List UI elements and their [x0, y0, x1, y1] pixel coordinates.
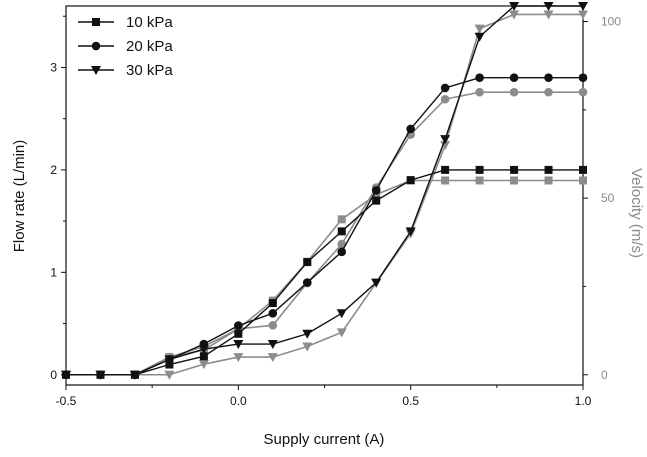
circle-marker: [509, 87, 519, 97]
triangle-marker: [267, 340, 278, 350]
circle-marker: [371, 186, 381, 195]
circle-marker: [234, 321, 243, 330]
triangle-marker: [336, 309, 347, 319]
circle-marker: [578, 73, 588, 83]
triangle-marker: [543, 10, 554, 20]
square-marker: [372, 196, 381, 205]
square-marker: [579, 176, 587, 185]
x-tick-label: 0.0: [230, 394, 247, 408]
circle-marker: [475, 87, 484, 97]
circle-marker: [544, 73, 553, 83]
triangle-marker: [267, 353, 278, 363]
square-marker: [441, 165, 450, 174]
triangle-marker: [474, 32, 485, 42]
square-marker: [92, 18, 100, 26]
triangle-marker: [474, 24, 485, 34]
legend: 10 kPa 20 kPa 30 kPa: [78, 14, 173, 79]
y-right-tick-label: 50: [601, 191, 615, 205]
square-marker: [475, 165, 484, 174]
triangle-marker: [336, 328, 347, 338]
square-marker: [234, 329, 243, 338]
circle-marker: [337, 247, 347, 257]
y-tick-label: 2: [50, 163, 57, 177]
triangle-marker: [61, 370, 71, 380]
circle-marker: [440, 94, 450, 104]
flow-rate-line: [66, 77, 583, 376]
circle-marker: [91, 41, 101, 51]
square-marker: [510, 176, 519, 185]
legend-label: 10 kPa: [126, 14, 173, 31]
triangle-marker: [509, 2, 520, 11]
x-tick-label: 1.0: [575, 394, 592, 408]
circle-marker: [268, 321, 278, 330]
triangle-marker: [198, 345, 209, 355]
y-axis-right-ticks: 0 50 100: [583, 15, 621, 382]
circle-marker: [544, 87, 553, 97]
circle-marker: [440, 83, 450, 93]
triangle-marker: [302, 342, 313, 352]
triangle-marker: [233, 353, 244, 363]
square-marker: [165, 360, 174, 369]
legend-label: 30 kPa: [126, 62, 173, 79]
circle-marker: [337, 239, 347, 249]
triangle-marker: [164, 370, 175, 380]
square-marker: [268, 299, 277, 308]
y-axis-right-title: Velocity (m/s): [628, 168, 645, 258]
triangle-marker: [578, 10, 588, 20]
triangle-marker: [578, 2, 588, 11]
triangle-marker: [302, 329, 313, 339]
triangle-marker: [405, 227, 416, 237]
legend-label: 20 kPa: [126, 38, 173, 55]
square-marker: [303, 258, 312, 267]
y-right-tick-label: 100: [601, 15, 621, 29]
y-axis-title: Flow rate (L/min): [11, 140, 28, 253]
square-marker: [337, 215, 346, 224]
circle-marker: [302, 278, 312, 287]
flow-rate-line: [66, 5, 583, 376]
square-marker: [475, 176, 484, 185]
x-tick-label: -0.5: [56, 394, 77, 408]
circle-marker: [509, 73, 519, 83]
triangle-marker: [543, 2, 554, 11]
series-layer: [61, 2, 588, 380]
square-marker: [337, 227, 346, 236]
triangle-marker: [233, 340, 244, 350]
square-marker: [544, 165, 553, 174]
triangle-marker: [440, 135, 451, 145]
y-right-tick-label: 0: [601, 368, 608, 382]
square-marker: [579, 165, 587, 174]
x-axis-ticks: -0.5 0.0 0.5 1.0: [56, 385, 592, 408]
triangle-marker: [440, 141, 451, 151]
triangle-marker: [129, 370, 140, 380]
square-marker: [441, 176, 450, 185]
y-tick-label: 3: [50, 60, 57, 74]
circle-marker: [406, 124, 415, 134]
y-axis-ticks: 0 1 2 3: [50, 15, 66, 382]
y-tick-label: 1: [50, 265, 57, 279]
square-marker: [544, 176, 553, 185]
triangle-marker: [164, 355, 175, 365]
square-marker: [510, 165, 519, 174]
triangle-marker: [371, 278, 382, 288]
circle-marker: [475, 73, 484, 83]
y-tick-label: 0: [50, 368, 57, 382]
x-tick-label: 0.5: [402, 394, 419, 408]
triangle-marker: [509, 10, 520, 20]
triangle-marker: [91, 66, 101, 75]
triangle-marker: [198, 360, 209, 370]
velocity-line: [66, 179, 583, 376]
square-marker: [199, 352, 208, 361]
x-axis-title: Supply current (A): [264, 431, 385, 448]
circle-marker: [268, 308, 278, 318]
circle-marker: [578, 87, 588, 97]
square-marker: [406, 176, 415, 185]
triangle-marker: [95, 370, 106, 380]
velocity-line: [66, 91, 583, 376]
flow-rate-line: [66, 169, 583, 376]
